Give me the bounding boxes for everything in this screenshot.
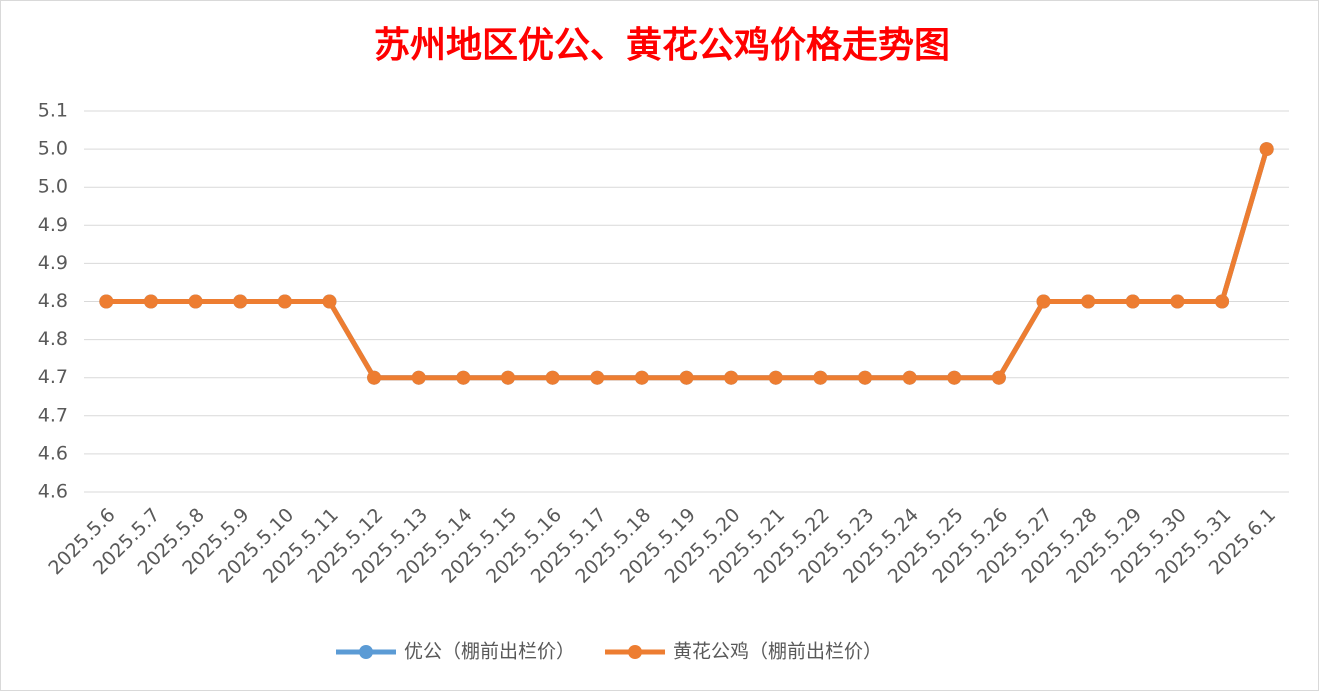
series-marker xyxy=(768,370,783,385)
series-marker xyxy=(456,370,471,385)
series-marker xyxy=(947,370,962,385)
series-marker xyxy=(679,370,694,385)
legend-marker xyxy=(628,645,643,659)
series-marker xyxy=(858,370,873,385)
y-tick-label: 5.0 xyxy=(38,138,68,160)
series-marker xyxy=(500,370,515,385)
series-marker xyxy=(411,370,426,385)
series-marker xyxy=(813,370,828,385)
y-tick-label: 4.7 xyxy=(38,404,68,426)
series-marker xyxy=(233,294,248,309)
series-marker xyxy=(634,370,649,385)
y-tick-label: 5.0 xyxy=(38,176,68,198)
y-tick-label: 4.9 xyxy=(38,252,68,274)
series-marker xyxy=(724,370,739,385)
series-marker xyxy=(1170,294,1185,309)
legend-marker xyxy=(359,645,373,659)
legend-label: 优公（棚前出栏价） xyxy=(404,641,575,663)
y-tick-label: 4.9 xyxy=(38,214,68,236)
series-marker xyxy=(1259,142,1274,157)
series-marker xyxy=(1215,294,1230,309)
series-marker xyxy=(1125,294,1140,309)
series-marker xyxy=(545,370,560,385)
series-marker xyxy=(277,294,292,309)
y-tick-label: 4.8 xyxy=(38,290,68,312)
series-marker xyxy=(991,370,1006,385)
series-marker xyxy=(322,294,337,309)
y-tick-label: 4.8 xyxy=(38,328,68,350)
series-marker xyxy=(188,294,203,309)
y-tick-label: 4.6 xyxy=(38,442,68,464)
series-marker xyxy=(1036,294,1051,309)
series-marker xyxy=(143,294,158,309)
chart-title: 苏州地区优公、黄花公鸡价格走势图 xyxy=(374,24,950,66)
series-marker xyxy=(590,370,605,385)
series-marker xyxy=(367,370,382,385)
series-marker xyxy=(99,294,114,309)
y-tick-label: 5.1 xyxy=(38,100,68,122)
legend-label: 黄花公鸡（棚前出栏价） xyxy=(673,641,882,663)
series-marker xyxy=(902,370,917,385)
series-marker xyxy=(1081,294,1096,309)
y-tick-label: 4.7 xyxy=(38,366,68,388)
y-tick-label: 4.6 xyxy=(38,481,68,503)
